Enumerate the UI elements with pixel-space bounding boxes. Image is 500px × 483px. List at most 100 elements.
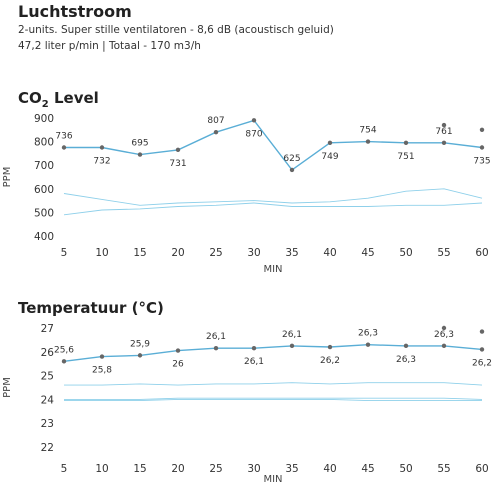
- chart1-data-label: 695: [131, 139, 148, 149]
- chart2-data-point: [251, 346, 257, 351]
- chart2-data-label: 26,2: [472, 358, 492, 368]
- chart1-data-point: [213, 129, 219, 135]
- chart1-y-tick-label: 400: [34, 231, 54, 243]
- chart1-data-point: [137, 152, 143, 157]
- chart2-faint-series-line-3: [64, 398, 482, 402]
- chart2-data-label: 26,1: [244, 357, 264, 367]
- chart2-y-axis-label: PPM: [2, 377, 13, 398]
- chart1-data-point: [327, 140, 333, 145]
- chart2-data-label: 25,9: [130, 339, 150, 349]
- chart2-data-point: [175, 348, 181, 353]
- chart1-data-point: [365, 139, 371, 144]
- chart2-y-tick-label: 25: [41, 371, 54, 383]
- chart1-x-tick-label: 20: [171, 247, 184, 259]
- chart1-extra-point: [441, 122, 447, 128]
- chart1-y-axis-label: PPM: [2, 167, 13, 188]
- chart1-data-label: 731: [169, 159, 186, 169]
- chart1-data-point: [403, 140, 409, 145]
- chart2-data-label: 26,1: [206, 332, 226, 342]
- chart2-x-tick-label: 50: [399, 463, 412, 475]
- chart1-y-tick-label: 600: [34, 184, 54, 196]
- chart1-data-label: 732: [93, 157, 110, 167]
- chart1-y-tick-label: 900: [34, 113, 54, 125]
- chart1-extra-point: [479, 127, 485, 132]
- chart1-data-point: [441, 140, 447, 145]
- chart1-x-tick-label: 30: [247, 247, 260, 259]
- chart2-data-point: [441, 343, 447, 349]
- chart2-data-point: [137, 353, 143, 358]
- chart1-data-point: [99, 145, 105, 150]
- chart2-data-label: 25,8: [92, 366, 112, 376]
- chart2-x-axis-label: MIN: [263, 474, 282, 483]
- chart2-extra-point: [441, 325, 447, 331]
- chart1-x-tick-label: 55: [437, 247, 450, 259]
- chart2-title: Temperatuur (°C): [18, 299, 164, 317]
- chart2-x-tick-label: 35: [285, 463, 298, 475]
- chart2-data-label: 26,3: [434, 330, 454, 340]
- chart2-x-tick-label: 5: [61, 463, 68, 475]
- chart2-data-label: 26,2: [320, 356, 340, 366]
- chart2-extra-point: [479, 329, 485, 334]
- chart1-x-tick-label: 15: [133, 247, 146, 259]
- chart2-y-tick-label: 26: [41, 347, 55, 359]
- chart1-data-point: [251, 118, 257, 123]
- chart1-data-label: 736: [55, 132, 72, 142]
- subtitle-line-1: 2-units. Super stille ventilatoren - 8,6…: [18, 24, 334, 36]
- chart2-x-tick-label: 20: [171, 463, 184, 475]
- chart1-data-point: [175, 147, 181, 153]
- subtitle-line-2: 47,2 liter p/min | Totaal - 170 m3/h: [18, 40, 201, 52]
- chart1-data-label: 625: [283, 154, 300, 164]
- chart2-data-point: [365, 342, 371, 347]
- chart2-data-label: 25,6: [54, 345, 74, 355]
- chart2-x-tick-label: 55: [437, 463, 450, 475]
- chart2-data-point: [99, 354, 105, 359]
- chart1-x-tick-label: 60: [475, 247, 488, 259]
- chart2-faint-series-line-1: [64, 382, 483, 386]
- chart2-x-tick-label: 30: [247, 463, 260, 475]
- chart1-title: CO2 Level: [18, 89, 99, 110]
- chart2-x-tick-label: 25: [209, 463, 222, 475]
- chart2-data-point: [289, 343, 295, 349]
- chart2-data-point: [327, 344, 333, 350]
- chart1-main-series-line: [64, 119, 483, 171]
- chart2-data-point: [479, 347, 485, 352]
- chart2-x-tick-label: 10: [95, 463, 108, 475]
- chart2-x-tick-label: 45: [361, 463, 374, 475]
- chart2-y-tick-label: 24: [41, 394, 55, 406]
- chart2-main-series-line: [63, 343, 483, 362]
- chart2-data-label: 26,3: [396, 355, 416, 365]
- chart1-x-tick-label: 10: [95, 247, 108, 259]
- chart1-data-point: [289, 167, 295, 173]
- chart1-x-tick-label: 45: [361, 247, 374, 259]
- chart1-x-tick-label: 40: [323, 247, 336, 259]
- chart2-data-point: [61, 359, 67, 364]
- chart1-data-label: 754: [359, 126, 376, 136]
- chart2-data-label: 26,1: [282, 330, 302, 340]
- chart1-faint-series-line-2: [63, 202, 483, 216]
- chart2-y-tick-label: 22: [41, 442, 54, 454]
- chart1-faint-series-line-1: [63, 188, 483, 206]
- chart1-x-tick-label: 5: [61, 247, 68, 259]
- chart2-y-tick-label: 23: [41, 418, 54, 430]
- chart1-data-label: 735: [473, 157, 490, 167]
- chart2-data-point: [213, 346, 219, 351]
- chart2-x-tick-label: 15: [133, 463, 146, 475]
- chart1-x-tick-label: 25: [209, 247, 222, 259]
- chart1-data-point: [479, 145, 485, 150]
- chart2-y-tick-label: 27: [41, 323, 54, 335]
- page-title: Luchtstroom: [18, 2, 132, 21]
- chart2-x-tick-label: 40: [323, 463, 336, 475]
- chart1-data-label: 870: [245, 129, 262, 139]
- chart1-data-point: [61, 145, 67, 150]
- chart1-y-tick-label: 800: [34, 137, 54, 149]
- chart2-data-label: 26: [172, 360, 184, 370]
- chart2-data-label: 26,3: [358, 329, 378, 339]
- chart1-x-tick-label: 50: [399, 247, 412, 259]
- chart1-data-label: 749: [321, 152, 338, 162]
- chart2-faint-series-line-2: [64, 397, 483, 400]
- chart1-data-label: 761: [435, 127, 452, 137]
- chart2-data-point: [403, 343, 409, 349]
- chart2-x-tick-label: 60: [475, 463, 488, 475]
- chart1-data-label: 751: [397, 152, 414, 162]
